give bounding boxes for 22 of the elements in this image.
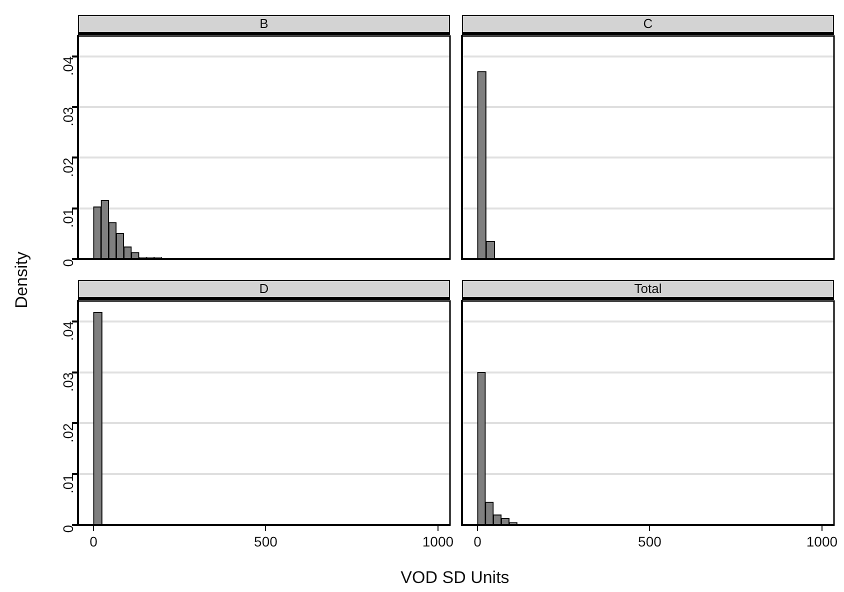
y-tick-label: .04 [60, 56, 76, 76]
y-tick-label: 0 [60, 524, 76, 533]
y-tick-label: .02 [60, 422, 76, 443]
y-tick-label: .03 [60, 372, 76, 392]
y-tick-label: .03 [60, 106, 76, 126]
y-tick-label: .01 [60, 208, 76, 228]
x-tick-label: 1000 [806, 533, 838, 550]
x-tick-label: 500 [254, 533, 278, 550]
chart-title: D [78, 280, 450, 300]
chart-title: Total [462, 280, 834, 300]
y-tick-label: 0 [60, 258, 76, 267]
x-tick-label: 0 [474, 533, 482, 550]
y-tick-label: .02 [60, 157, 76, 178]
x-tick-label: 0 [90, 533, 98, 550]
y-tick-label: .04 [60, 321, 76, 341]
y-tick-label: .01 [60, 474, 76, 494]
y-axis-title: Density [12, 252, 32, 308]
x-tick-label: 1000 [422, 533, 454, 550]
x-tick-label: 500 [638, 533, 662, 550]
chart-title: C [462, 15, 834, 35]
x-axis-title: VOD SD Units [400, 568, 510, 588]
chart-title: B [78, 15, 450, 35]
